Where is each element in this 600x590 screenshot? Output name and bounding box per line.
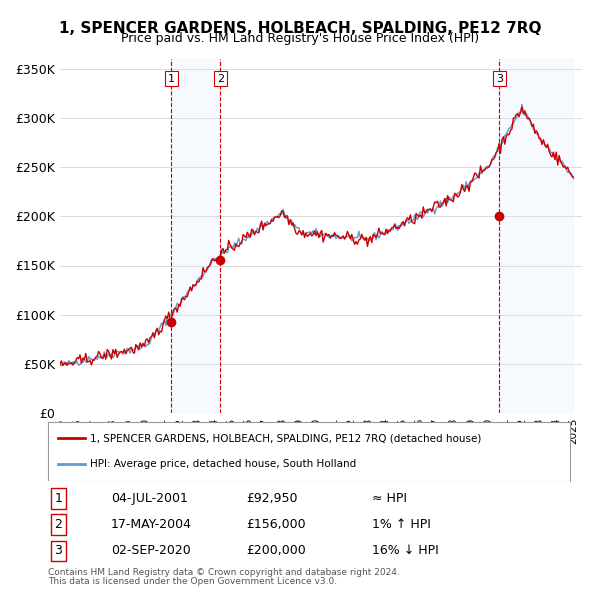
Text: 17-MAY-2004: 17-MAY-2004 [110,518,191,531]
Text: 1: 1 [168,74,175,84]
Text: 3: 3 [496,74,503,84]
Text: £156,000: £156,000 [247,518,306,531]
Text: HPI: Average price, detached house, South Holland: HPI: Average price, detached house, Sout… [90,460,356,469]
Text: 02-SEP-2020: 02-SEP-2020 [110,545,190,558]
Text: Contains HM Land Registry data © Crown copyright and database right 2024.: Contains HM Land Registry data © Crown c… [48,568,400,577]
Text: 1% ↑ HPI: 1% ↑ HPI [371,518,431,531]
Text: 16% ↓ HPI: 16% ↓ HPI [371,545,439,558]
Text: This data is licensed under the Open Government Licence v3.0.: This data is licensed under the Open Gov… [48,577,337,586]
Bar [499,59,574,413]
Text: 2: 2 [55,518,62,531]
Text: £200,000: £200,000 [247,545,306,558]
Text: 04-JUL-2001: 04-JUL-2001 [110,492,188,505]
Text: 2: 2 [217,74,224,84]
Text: 1, SPENCER GARDENS, HOLBEACH, SPALDING, PE12 7RQ (detached house): 1, SPENCER GARDENS, HOLBEACH, SPALDING, … [90,434,481,443]
Text: 1, SPENCER GARDENS, HOLBEACH, SPALDING, PE12 7RQ: 1, SPENCER GARDENS, HOLBEACH, SPALDING, … [59,21,541,35]
Text: 1: 1 [55,492,62,505]
Bar [171,59,220,413]
Text: 3: 3 [55,545,62,558]
Text: £92,950: £92,950 [247,492,298,505]
Text: Price paid vs. HM Land Registry's House Price Index (HPI): Price paid vs. HM Land Registry's House … [121,32,479,45]
Text: ≈ HPI: ≈ HPI [371,492,407,505]
